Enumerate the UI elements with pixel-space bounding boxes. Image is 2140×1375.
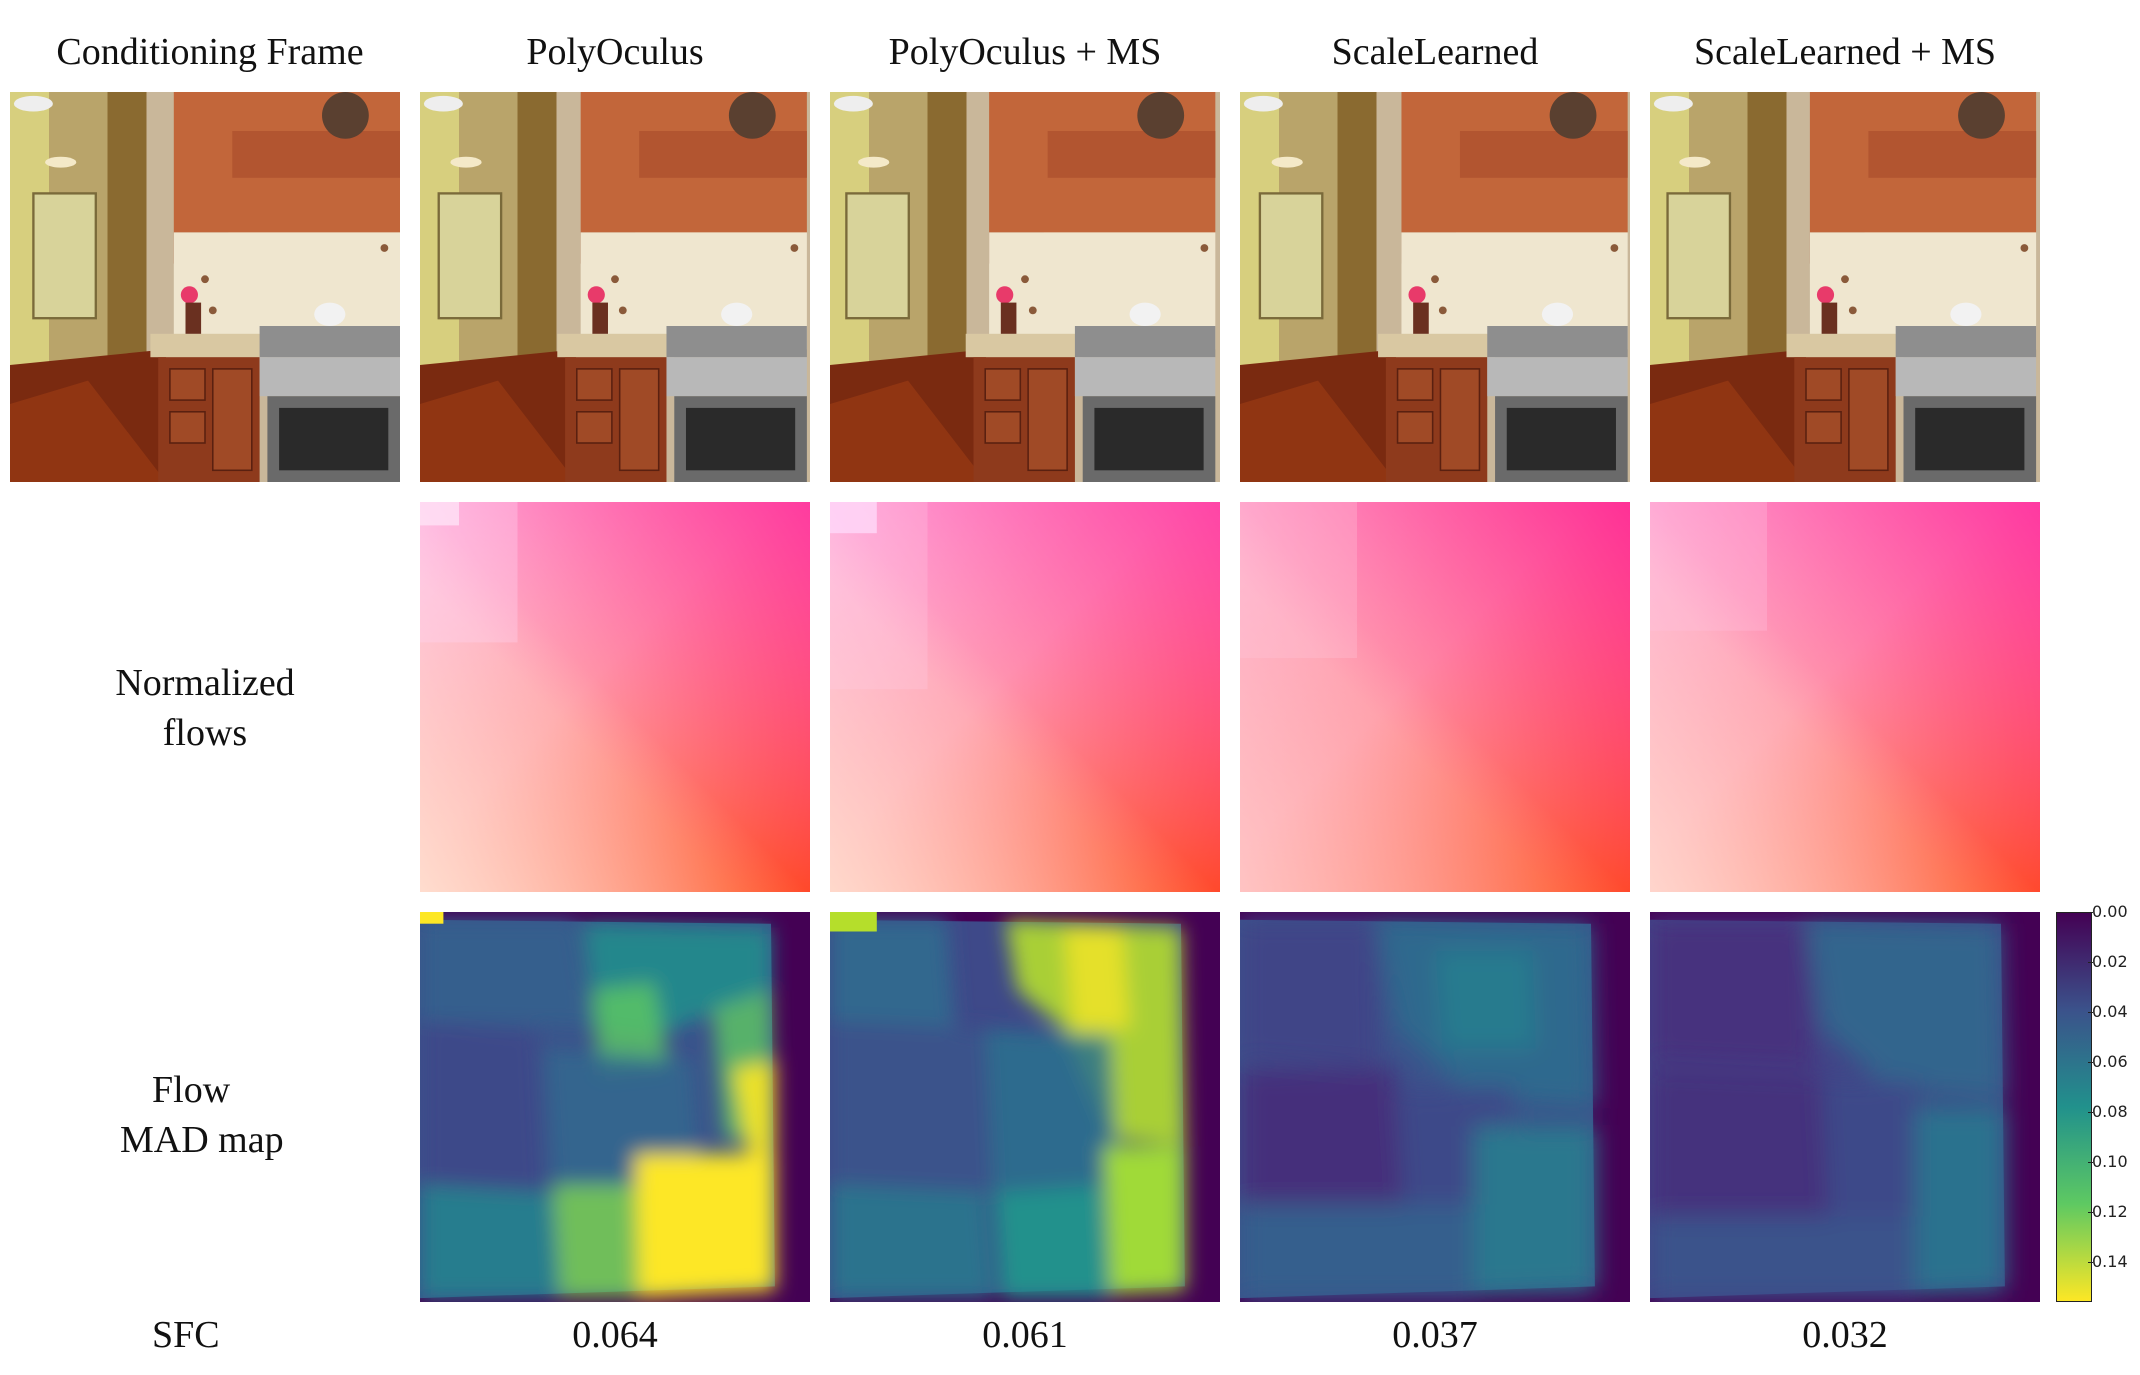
flow-panel-polyoculus xyxy=(420,502,810,892)
row-label-flow-mad-map: Flow MAD map xyxy=(80,1065,340,1165)
colorbar xyxy=(2056,912,2092,1302)
sfc-value-scalelearned-ms: 0.032 xyxy=(1802,1314,1888,1356)
polyoculus-ms-frame-image xyxy=(830,92,1220,482)
flow-panel-polyoculus-ms xyxy=(830,502,1220,892)
row-label-sfc: SFC xyxy=(152,1314,220,1356)
colorbar-tick-label: 0.00 xyxy=(2088,902,2128,921)
row-label-flow-mad-map-line2: MAD map xyxy=(120,1119,284,1161)
sfc-value-polyoculus-ms: 0.061 xyxy=(982,1314,1068,1356)
flow-panel-scalelearned-ms xyxy=(1650,502,2040,892)
scalelearned-frame-image xyxy=(1240,92,1630,482)
mad-map-polyoculus xyxy=(420,912,810,1302)
colorbar-tick-label: 0.06 xyxy=(2088,1052,2128,1072)
colorbar-tick-label: 0.02 xyxy=(2088,952,2128,972)
column-header-polyoculus: PolyOculus xyxy=(526,31,704,73)
colorbar-tick-label: 0.10 xyxy=(2088,1152,2128,1172)
colorbar-tick-label: 0.14 xyxy=(2088,1252,2128,1272)
column-header-scalelearned: ScaleLearned xyxy=(1331,31,1539,73)
conditioning-frame-image xyxy=(10,92,400,482)
mad-map-scalelearned-ms xyxy=(1650,912,2040,1302)
scalelearned-ms-frame-image xyxy=(1650,92,2040,482)
flow-panel-scalelearned xyxy=(1240,502,1630,892)
sfc-value-polyoculus: 0.064 xyxy=(572,1314,658,1356)
mad-map-polyoculus-ms xyxy=(830,912,1220,1302)
column-header-scalelearned-ms: ScaleLearned + MS xyxy=(1693,31,1997,73)
polyoculus-frame-image xyxy=(420,92,810,482)
column-header-polyoculus-ms: PolyOculus + MS xyxy=(888,31,1162,73)
column-header-conditioning-frame: Conditioning Frame xyxy=(56,31,364,73)
colorbar-tick-label: 0.08 xyxy=(2088,1102,2128,1122)
colorbar-tick-label: 0.04 xyxy=(2088,1002,2128,1022)
row-label-normalized-flows-line2: flows xyxy=(162,712,248,754)
row-label-normalized-flows: Normalized flows xyxy=(60,658,350,758)
mad-map-scalelearned xyxy=(1240,912,1630,1302)
row-label-flow-mad-map-line1: Flow xyxy=(152,1069,231,1111)
colorbar-tick-label: 0.12 xyxy=(2088,1202,2128,1222)
sfc-value-scalelearned: 0.037 xyxy=(1392,1314,1478,1356)
row-label-normalized-flows-line1: Normalized xyxy=(115,662,295,704)
